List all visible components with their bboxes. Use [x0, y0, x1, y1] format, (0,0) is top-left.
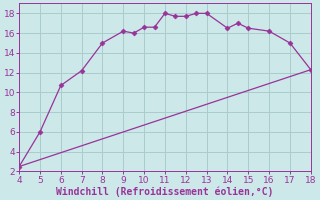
X-axis label: Windchill (Refroidissement éolien,°C): Windchill (Refroidissement éolien,°C)	[56, 186, 274, 197]
